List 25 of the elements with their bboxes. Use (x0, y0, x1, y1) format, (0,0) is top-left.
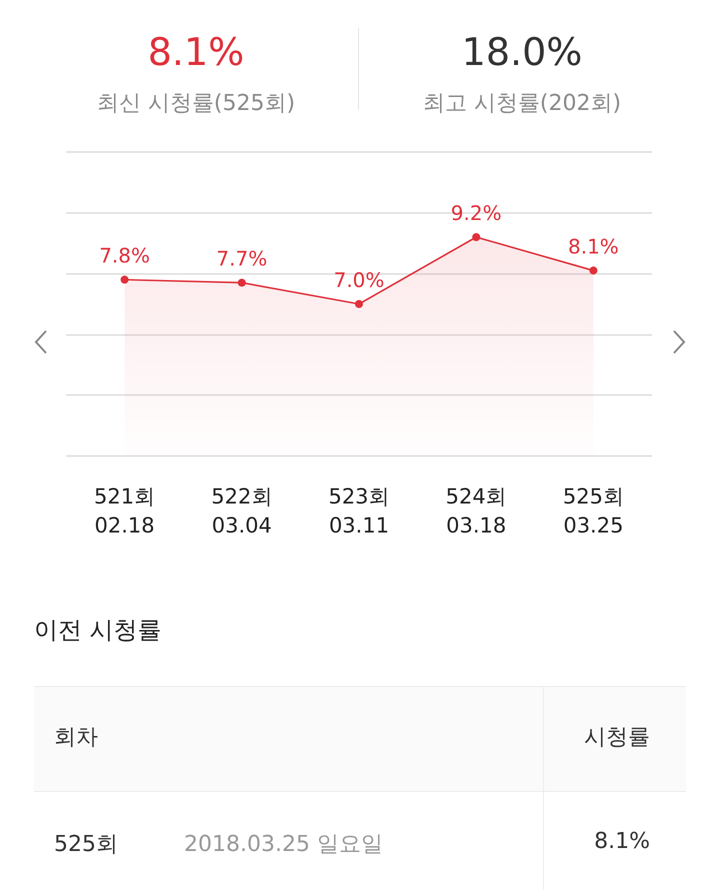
data-label: 7.8% (99, 244, 150, 268)
point (120, 276, 129, 284)
text: 최신 시청률(525회) (96, 90, 296, 118)
point (589, 266, 598, 275)
text: 525회 (54, 831, 118, 859)
text: 8.1% (594, 829, 650, 854)
text: 2018.03.25 일요일 (184, 831, 383, 859)
text: 8.1% (148, 30, 244, 74)
x-tick-label: 524회 03.18 (446, 484, 507, 538)
text: 이전 시청률 (34, 615, 162, 646)
text: 18.0% (462, 30, 582, 74)
data-label: 7.7% (216, 246, 268, 271)
data-label: 7.0% (334, 268, 384, 292)
point (472, 233, 480, 242)
data-label: 9.2% (450, 201, 502, 226)
point (238, 278, 246, 287)
text: 최고 시청률(202회) (422, 90, 622, 118)
text: 회차 (54, 724, 98, 752)
x-tick-label: 523회 03.11 (328, 484, 390, 538)
data-label: 8.1% (568, 234, 619, 259)
x-tick-label: 521회 02.18 (94, 484, 156, 538)
point (355, 300, 363, 308)
x-tick-label: 525회 03.25 (562, 484, 624, 538)
x-tick-label: 522회 03.04 (211, 484, 272, 538)
text: 시청률 (584, 724, 650, 752)
